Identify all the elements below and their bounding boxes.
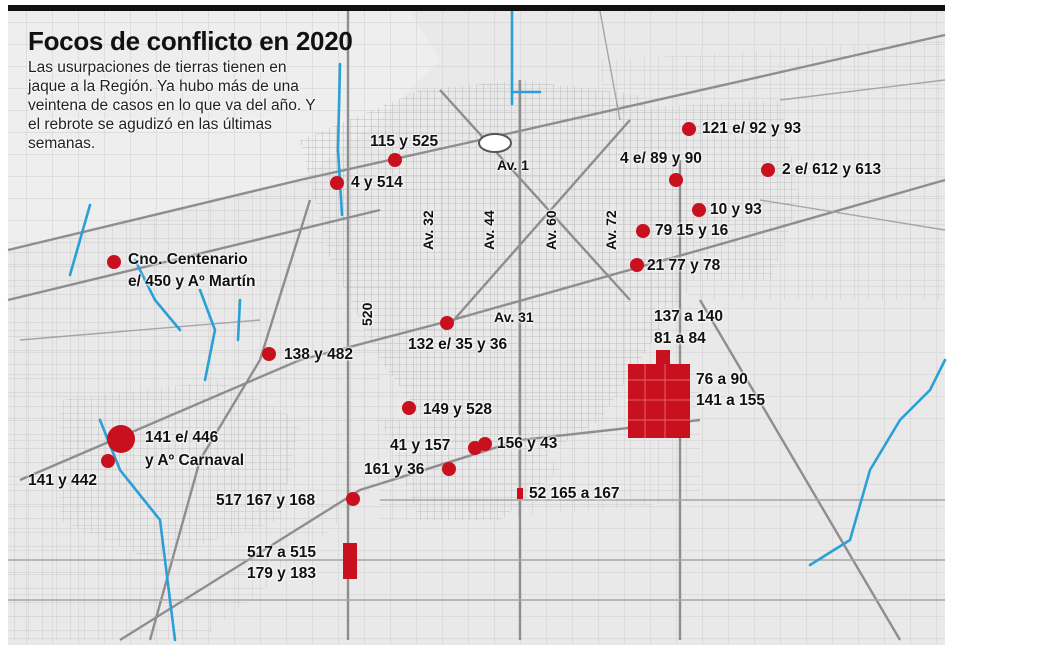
label-132: 132 e/ 35 y 36 xyxy=(408,336,508,353)
label-52-165: 52 165 a 167 xyxy=(529,485,620,502)
street-av1: Av. 1 xyxy=(497,157,529,173)
map-title: Focos de conflicto en 2020 xyxy=(28,26,353,56)
label-179-183: 179 y 183 xyxy=(247,565,316,582)
street-av60: Av. 60 xyxy=(543,210,559,250)
marker-21 xyxy=(630,258,644,272)
label-centenario-2: e/ 450 y Aº Martín xyxy=(128,273,256,290)
label-81-84: 81 a 84 xyxy=(654,330,706,347)
marker-149-528 xyxy=(402,401,416,415)
marker-121 xyxy=(682,122,696,136)
label-21: 21 77 y 78 xyxy=(647,257,721,274)
area-137-140 xyxy=(656,350,670,364)
label-517-167: 517 167 y 168 xyxy=(216,492,316,509)
label-141-442: 141 y 442 xyxy=(28,472,97,489)
top-rule xyxy=(8,5,945,11)
label-4-89: 4 e/ 89 y 90 xyxy=(620,150,702,167)
label-156-43: 156 y 43 xyxy=(497,435,558,452)
label-141-155: 141 a 155 xyxy=(696,392,765,409)
marker-141-442 xyxy=(101,454,115,468)
area-517-515 xyxy=(343,543,357,579)
map-subtitle: Las usurpaciones de tierras tienen en ja… xyxy=(28,59,316,152)
label-2-612: 2 e/ 612 y 613 xyxy=(782,161,882,178)
label-41-157: 41 y 157 xyxy=(390,437,451,454)
conflict-markers xyxy=(101,122,775,506)
label-centenario-1: Cno. Centenario xyxy=(128,251,248,268)
street-av31: Av. 31 xyxy=(494,309,534,325)
label-141-446-1: 141 e/ 446 xyxy=(145,429,219,446)
marker-156-43 xyxy=(478,437,492,451)
street-520: 520 xyxy=(359,302,375,326)
marker-4-514 xyxy=(330,176,344,190)
marker-161-36 xyxy=(442,462,456,476)
street-av72: Av. 72 xyxy=(603,210,619,250)
marker-4-89 xyxy=(669,173,683,187)
marker-10-93 xyxy=(692,203,706,217)
label-138-482: 138 y 482 xyxy=(284,346,353,363)
label-137-140: 137 a 140 xyxy=(654,308,723,325)
label-141-446-2: y Aº Carnaval xyxy=(145,452,244,469)
marker-centenario xyxy=(107,255,121,269)
label-115-525: 115 y 525 xyxy=(370,133,439,150)
label-10-93: 10 y 93 xyxy=(710,201,762,218)
marker-141-446 xyxy=(107,425,135,453)
area-76-90 xyxy=(628,364,690,438)
marker-2-612 xyxy=(761,163,775,177)
label-161-36: 161 y 36 xyxy=(364,461,425,478)
area-52-165 xyxy=(517,488,523,499)
marker-138-482 xyxy=(262,347,276,361)
label-79: 79 15 y 16 xyxy=(655,222,729,239)
marker-132 xyxy=(440,316,454,330)
marker-79 xyxy=(636,224,650,238)
marker-517-167 xyxy=(346,492,360,506)
label-4-514: 4 y 514 xyxy=(351,174,403,191)
street-av32: Av. 32 xyxy=(420,210,436,250)
marker-115-525 xyxy=(388,153,402,167)
label-149-528: 149 y 528 xyxy=(423,401,492,418)
label-76-90: 76 a 90 xyxy=(696,371,748,388)
label-517-515: 517 a 515 xyxy=(247,544,316,561)
label-121: 121 e/ 92 y 93 xyxy=(702,120,802,137)
street-av44: Av. 44 xyxy=(481,210,497,250)
